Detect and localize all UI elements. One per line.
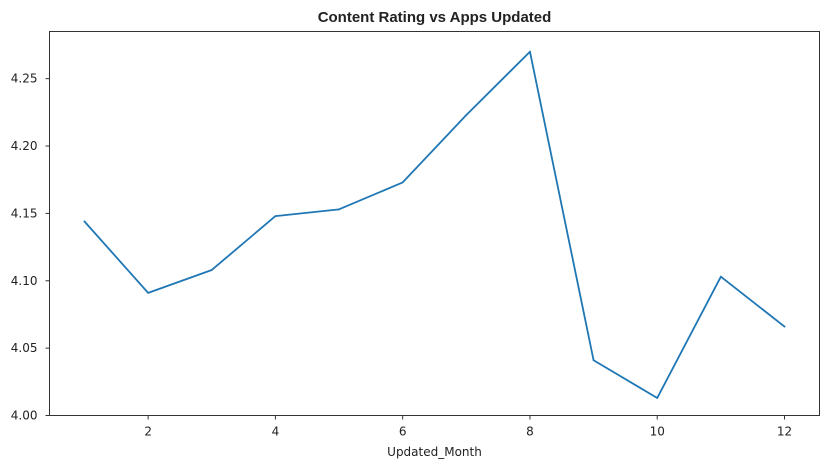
data-point xyxy=(656,397,659,399)
data-point xyxy=(719,275,722,278)
chart-title: Content Rating vs Apps Updated xyxy=(318,9,552,26)
x-axis: 2 4 6 8 10 12 xyxy=(144,415,792,439)
x-tick-label: 4 xyxy=(272,425,280,439)
data-point xyxy=(465,114,468,116)
data-point xyxy=(274,215,277,217)
y-tick-label: 4.15 xyxy=(11,206,38,220)
y-axis: 4.00 4.05 4.10 4.15 4.20 4.25 xyxy=(11,72,50,423)
series-line xyxy=(83,50,786,399)
x-tick-label: 12 xyxy=(777,425,792,439)
data-point xyxy=(210,269,213,271)
x-axis-label: Updated_Month xyxy=(387,445,482,459)
y-tick-label: 4.10 xyxy=(11,274,38,288)
data-point xyxy=(147,291,150,294)
y-tick-label: 4.25 xyxy=(11,72,38,86)
plot-frame xyxy=(49,31,820,416)
x-tick-label: 2 xyxy=(144,425,152,439)
x-tick-label: 6 xyxy=(399,425,407,439)
data-point xyxy=(783,325,786,328)
y-tick-label: 4.05 xyxy=(11,341,38,355)
data-point xyxy=(592,359,595,362)
data-point xyxy=(529,50,531,53)
y-tick-label: 4.00 xyxy=(11,409,38,423)
x-tick-label: 10 xyxy=(650,425,665,439)
plot-area xyxy=(83,50,786,399)
data-point xyxy=(401,181,404,184)
x-tick-label: 8 xyxy=(526,425,534,439)
data-point xyxy=(83,220,86,223)
y-tick-label: 4.20 xyxy=(11,139,38,153)
data-point xyxy=(338,208,340,211)
